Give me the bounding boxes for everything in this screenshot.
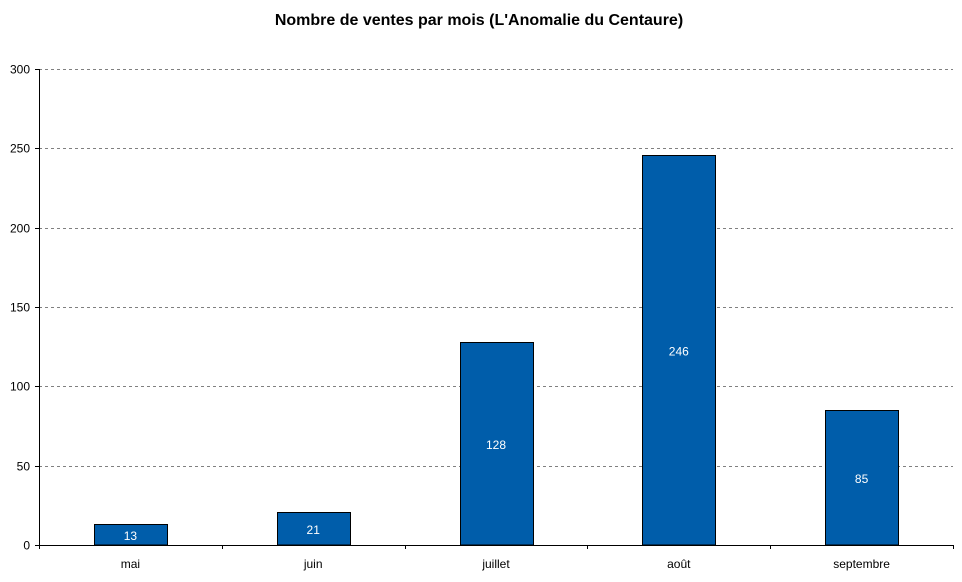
data-label: 128 [486, 438, 506, 452]
data-label: 13 [124, 529, 138, 543]
y-tick-label: 0 [23, 539, 30, 553]
bars [94, 155, 899, 546]
bar [642, 155, 716, 546]
y-tick-label: 150 [10, 301, 30, 315]
chart-title: Nombre de ventes par mois (L'Anomalie du… [274, 12, 684, 29]
bar [94, 524, 168, 546]
bar [825, 410, 899, 546]
x-tick-label: août [667, 557, 691, 571]
y-tick-label: 50 [17, 460, 31, 474]
x-tick-label: juin [303, 557, 323, 571]
y-tick-label: 200 [10, 222, 30, 236]
labels: 0 50 100 150 200 250 300 13 mai 21 juin 128 juillet 2… [10, 63, 890, 572]
bar [277, 512, 351, 546]
data-label: 21 [307, 523, 321, 537]
data-label: 85 [855, 472, 869, 486]
data-label: 246 [669, 344, 689, 358]
x-tick-label: septembre [833, 557, 890, 571]
bar [460, 342, 534, 546]
x-tick-label: mai [121, 557, 140, 571]
x-tick-label: juillet [481, 557, 510, 571]
y-tick-label: 300 [10, 63, 30, 77]
y-tick-label: 250 [10, 142, 30, 156]
y-tick-label: 100 [10, 380, 30, 394]
